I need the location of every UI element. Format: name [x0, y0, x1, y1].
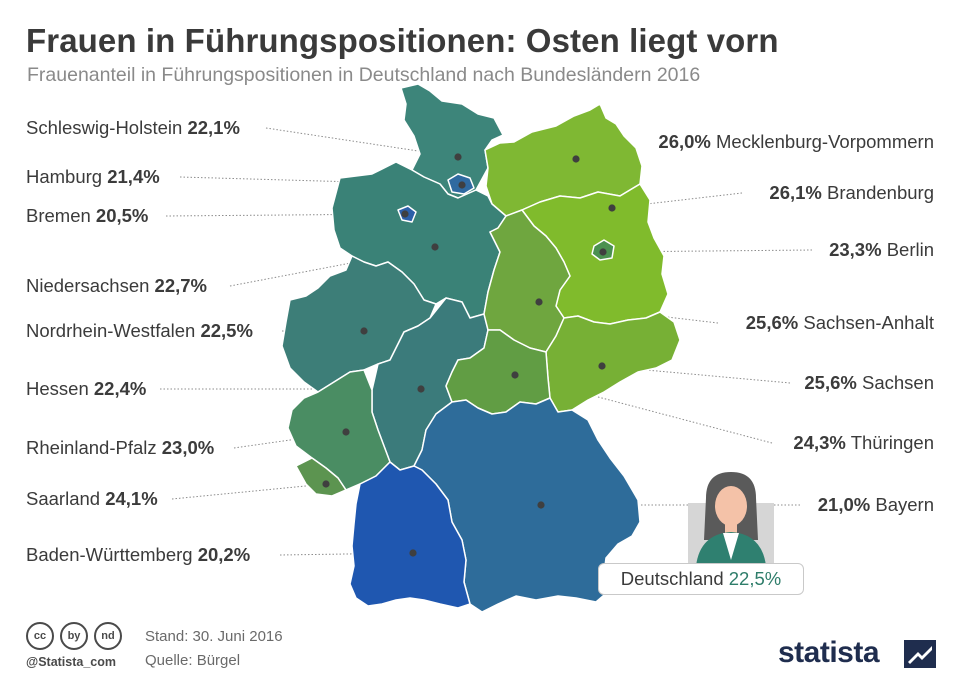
- attribution-icon[interactable]: by: [60, 622, 88, 650]
- source: Quelle: Bürgel: [145, 652, 241, 669]
- national-value: 22,5%: [728, 568, 782, 589]
- region-schleswig-holstein: [400, 83, 504, 199]
- label-bremen: Bremen 20,5%: [24, 205, 151, 227]
- label-sachsen: 25,6% Sachsen: [802, 372, 936, 394]
- national-value-box: Deutschland 22,5%: [598, 563, 804, 595]
- region-baden-wuerttemberg: [349, 461, 471, 609]
- statista-logo-icon[interactable]: [904, 640, 936, 668]
- stand-date: Stand: 30. Juni 2016: [145, 628, 283, 645]
- label-hamburg: Hamburg 21,4%: [24, 166, 162, 188]
- license-icons: cc by nd: [26, 622, 122, 650]
- national-name: Deutschland: [620, 568, 724, 589]
- label-sachsen-anhalt: 25,6% Sachsen-Anhalt: [743, 312, 936, 334]
- label-berlin: 23,3% Berlin: [827, 239, 936, 261]
- statista-handle[interactable]: @Statista_com: [26, 655, 116, 669]
- label-mecklenburg-vorpommern: 26,0% Mecklenburg-Vorpommern: [656, 131, 936, 153]
- label-niedersachsen: Niedersachsen 22,7%: [24, 275, 210, 297]
- label-hessen: Hessen 22,4%: [24, 378, 149, 400]
- label-schleswig-holstein: Schleswig-Holstein 22,1%: [24, 117, 242, 139]
- chart-title: Frauen in Führungspositionen: Osten lieg…: [26, 22, 779, 59]
- woman-icon: [688, 472, 774, 566]
- label-brandenburg: 26,1% Brandenburg: [767, 182, 936, 204]
- label-nordrhein-westfalen: Nordrhein-Westfalen 22,5%: [24, 320, 255, 342]
- label-baden-wuerttemberg: Baden-Württemberg 20,2%: [24, 544, 253, 566]
- cc-icon[interactable]: cc: [26, 622, 54, 650]
- region-dots: [322, 153, 616, 557]
- label-bayern: 21,0% Bayern: [815, 494, 936, 516]
- label-thueringen: 24,3% Thüringen: [791, 432, 936, 454]
- no-derivatives-icon[interactable]: nd: [94, 622, 122, 650]
- label-saarland: Saarland 24,1%: [24, 488, 160, 510]
- region-sachsen: [545, 311, 681, 413]
- statista-logo[interactable]: statista: [778, 636, 880, 669]
- label-rheinland-pfalz: Rheinland-Pfalz 23,0%: [24, 437, 217, 459]
- region-saarland: [295, 457, 347, 497]
- chart-subtitle: Frauenanteil in Führungspositionen in De…: [27, 64, 701, 86]
